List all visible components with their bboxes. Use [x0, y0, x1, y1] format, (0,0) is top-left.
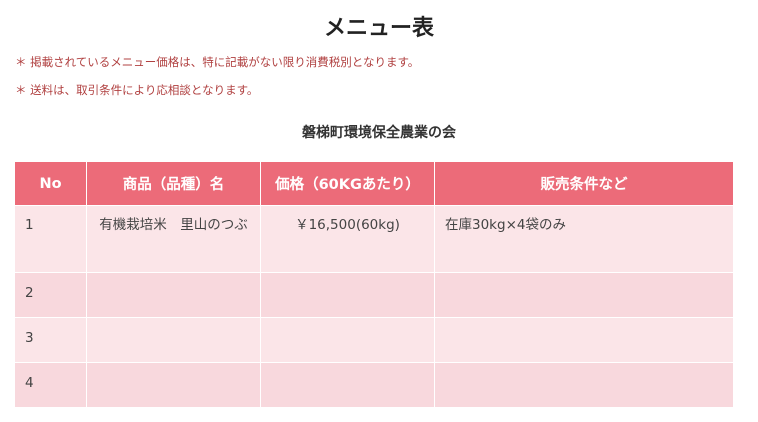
shipping-note: ＊ 送料は、取引条件により応相談となります。 [15, 83, 259, 97]
cell-name [86, 362, 261, 407]
cell-conditions [434, 272, 733, 318]
cell-name: 有機栽培米 里山のつぶ [86, 205, 261, 273]
cell-no: 1 [15, 205, 87, 273]
table-header: No 商品（品種）名 価格（60KGあたり） 販売条件など [15, 162, 733, 206]
cell-no: 2 [15, 272, 87, 318]
header-name: 商品（品種）名 [86, 162, 261, 206]
cell-no: 4 [15, 362, 87, 407]
table-row: 2 [15, 272, 733, 318]
cell-price [260, 317, 435, 363]
table-row: 3 [15, 317, 733, 363]
header-price: 価格（60KGあたり） [260, 162, 435, 206]
cell-no: 3 [15, 317, 87, 363]
page-title: メニュー表 [323, 16, 434, 41]
menu-table: No 商品（品種）名 価格（60KGあたり） 販売条件など 1 有機栽培米 里山… [15, 162, 733, 407]
cell-price [260, 362, 435, 407]
header-no: No [15, 162, 87, 206]
cell-name [86, 272, 261, 318]
cell-name [86, 317, 261, 363]
cell-conditions [434, 317, 733, 363]
table-row: 1 有機栽培米 里山のつぶ ￥16,500(60kg) 在庫30kg×4袋のみ [15, 205, 733, 273]
cell-price: ￥16,500(60kg) [260, 205, 435, 273]
organization-name: 磐梯町環境保全農業の会 [302, 125, 456, 141]
cell-conditions: 在庫30kg×4袋のみ [434, 205, 733, 273]
cell-price [260, 272, 435, 318]
tax-note: ＊ 掲載されているメニュー価格は、特に記載がない限り消費税別となります。 [15, 55, 420, 69]
header-conditions: 販売条件など [434, 162, 733, 206]
table-row: 4 [15, 362, 733, 407]
cell-conditions [434, 362, 733, 407]
